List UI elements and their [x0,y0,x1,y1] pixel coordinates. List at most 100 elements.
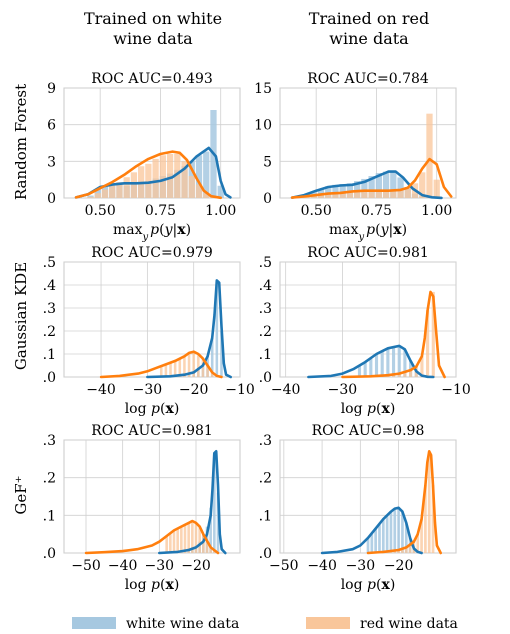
x-tick-label: −10 [441,382,471,398]
y-tick-label: .1 [43,347,56,363]
row-title-1: Gaussian KDE [12,262,30,370]
row-title-2: GeF⁺ [12,475,30,514]
panel-title: ROC AUC=0.98 [312,423,425,439]
x-axis-label: log p(x) [125,401,180,417]
legend-swatch-red [306,617,350,629]
x-tick-label: −40 [86,382,116,398]
hist-bar-red [164,364,168,377]
hist-bar-white [385,515,389,553]
x-tick-label: −20 [179,382,209,398]
hist-bar-red [332,193,339,198]
column-title-0-line-2: wine data [113,29,193,48]
hist-bar-red [205,541,209,553]
hist-bar-red [165,536,168,553]
hist-bar-white [220,331,223,377]
x-tick-label: −30 [346,558,376,574]
hist-bar-red [87,196,94,198]
x-tick-label: −30 [145,558,175,574]
x-tick-label: 1.00 [421,203,452,219]
y-tick-label: 5 [263,154,272,170]
hist-bar-red [169,534,172,553]
panel-title: ROC AUC=0.981 [307,245,429,261]
hist-bar-red [203,193,210,198]
x-tick-label: −40 [108,558,138,574]
hist-bar-red [426,310,430,377]
hist-bar-white [357,365,362,377]
hist-bar-white [216,492,220,553]
hist-bar-red [178,358,182,377]
y-tick-label: .3 [259,433,272,449]
hist-bar-red [116,182,123,198]
x-tick-label: −30 [328,382,358,398]
hist-bar-red [209,547,212,553]
hist-bar-red [174,154,181,198]
hist-bar-red [419,172,426,198]
hist-bar-red [194,522,198,553]
hist-bar-red [123,177,130,198]
hist-bar-red [397,189,404,198]
x-tick-label: −20 [384,382,414,398]
y-tick-label: .3 [43,433,56,449]
hist-bar-red [166,154,174,198]
hist-bar-white [339,184,346,198]
legend: white wine data red wine data [72,616,458,632]
x-tick-label: −20 [181,558,211,574]
density-line-red [290,157,453,199]
x-axis-label: log p(x) [341,577,396,593]
hist-bar-red [404,547,408,553]
panel-rf-white: 0.50 0.75 1.00 0 3 6 9 ROC AUC=0.493 maxy p(y|x) [47,71,241,243]
hist-bar-red [339,192,346,198]
hist-bar-red [431,291,435,377]
y-tick-label: 6 [47,118,56,134]
density-line-white [290,170,443,200]
hist-bar-white [397,177,404,198]
hist-bar-red [181,161,188,198]
hist-bar-white [397,507,400,553]
hist-bar-red [192,352,195,377]
hist-bar-red [201,358,205,377]
hist-bar-red [195,184,203,198]
y-tick-label: .2 [43,324,56,340]
panel-title: ROC AUC=0.979 [91,245,213,261]
hist-bar-red [409,370,413,377]
legend-swatch-white [72,617,116,629]
x-tick-label: −10 [225,382,255,398]
hist-bar-red [210,372,214,377]
y-tick-label: .5 [259,255,272,271]
hist-bar-red [424,485,427,553]
x-tick-label: −30 [133,382,163,398]
x-tick-label: −50 [71,558,101,574]
hist-bar-red [433,179,440,198]
hist-bar-white [404,522,408,553]
hist-bar-white [380,350,384,377]
hist-bar-red [426,113,433,198]
hist-bar-red [183,524,187,553]
hist-bar-red [382,190,390,198]
hist-bar-red [159,365,163,377]
hist-bar-red [198,526,201,553]
hist-bar-white [369,358,373,377]
density-line-white [307,344,435,379]
hist-bar-white [386,348,390,377]
panel-title: ROC AUC=0.981 [91,423,213,439]
column-title-1-line-1: Trained on red [309,9,429,28]
hist-bar-white [390,172,397,198]
hist-bar-white [361,178,368,198]
x-tick-label: −50 [269,558,299,574]
hist-bar-red [152,158,159,198]
hist-bar-red [145,163,152,198]
hist-bar-white [354,181,361,198]
x-tick-label: 0.75 [361,203,392,219]
panel-kde-white: −40 −30 −20 −10 .0 .1 .2 .3 .4 .5 ROC AUC=0.979 log… [43,245,255,417]
hist-bar-red [188,176,195,198]
hist-bar-red [197,355,200,377]
hist-bar-white [381,519,385,553]
y-tick-label: .1 [259,508,272,524]
hist-bar-red [183,356,186,377]
hist-bar-red [109,185,116,198]
hist-bar-red [375,190,382,198]
y-tick-label: .4 [43,278,56,294]
legend-label-red: red wine data [360,616,458,632]
hist-bar-red [354,191,361,198]
